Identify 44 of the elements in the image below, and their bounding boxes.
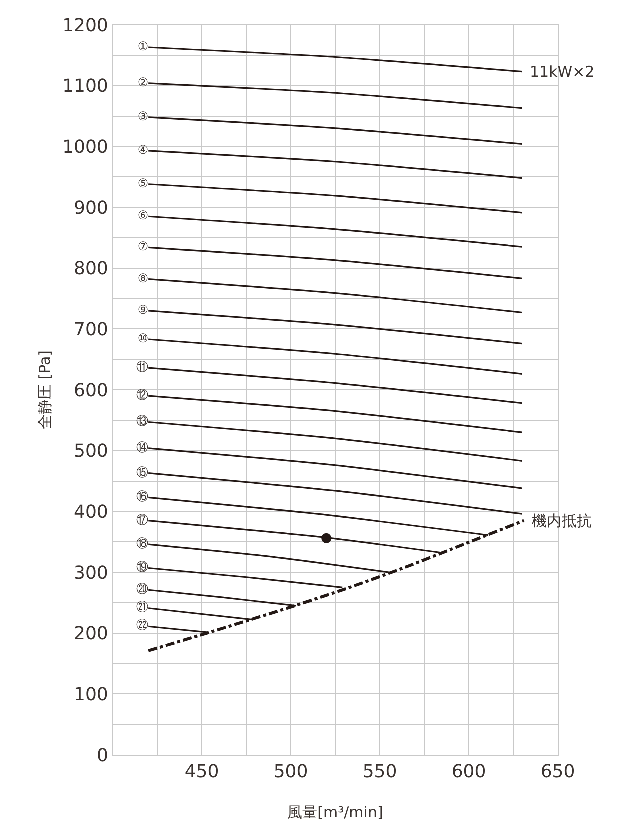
series-label: ⑬	[136, 414, 149, 428]
series-label: ⑥	[138, 208, 149, 223]
y-tick-label: 500	[74, 441, 108, 462]
series-label: ⑪	[136, 360, 149, 374]
series-label: ⑨	[138, 302, 149, 317]
x-tick-label: 500	[274, 762, 308, 783]
series-label: ③	[138, 109, 149, 124]
y-tick-label: 200	[74, 624, 108, 645]
y-tick-label: 700	[74, 319, 108, 340]
x-tick-label: 600	[452, 762, 486, 783]
series-label: ⑩	[138, 332, 149, 346]
series-label: ①	[138, 40, 149, 54]
x-tick-label: 550	[362, 762, 398, 783]
x-tick-label: 650	[540, 762, 576, 783]
series-label: ⑭	[136, 440, 149, 454]
series-label: ②	[138, 75, 149, 90]
series-label: ⑦	[138, 240, 149, 254]
series-label: ⑤	[138, 176, 149, 190]
series-label: ㉒	[136, 618, 149, 633]
series-label: ⑧	[138, 271, 149, 286]
annotation: 機内抵抗	[532, 512, 592, 530]
y-tick-label: 0	[96, 745, 108, 766]
x-axis-title: 風量[m³/min]	[288, 804, 384, 822]
y-tick-label: 600	[74, 380, 108, 402]
y-tick-label: 1000	[62, 136, 108, 158]
y-axis-title: 全静圧 [Pa]	[36, 350, 54, 430]
series-label: ④	[138, 142, 149, 157]
series-label: ⑱	[136, 536, 149, 551]
series-label: ⑮	[136, 465, 149, 480]
y-tick-label: 300	[74, 562, 108, 584]
series-label: ⑫	[136, 388, 149, 402]
y-tick-label: 400	[74, 502, 108, 523]
y-tick-label: 900	[74, 198, 108, 219]
series-label: ⑲	[136, 560, 149, 574]
y-tick-label: 100	[74, 684, 108, 706]
series-label: ㉑	[136, 600, 149, 614]
series-label: ⑯	[136, 490, 149, 504]
y-tick-label: 1200	[62, 15, 108, 36]
series-label: ⑰	[136, 512, 149, 527]
y-tick-label: 1100	[62, 76, 108, 98]
series-label: ⑳	[136, 582, 149, 596]
annotation: 11kW×2	[530, 63, 595, 81]
y-tick-label: 800	[74, 258, 108, 280]
x-tick-label: 450	[184, 762, 220, 783]
